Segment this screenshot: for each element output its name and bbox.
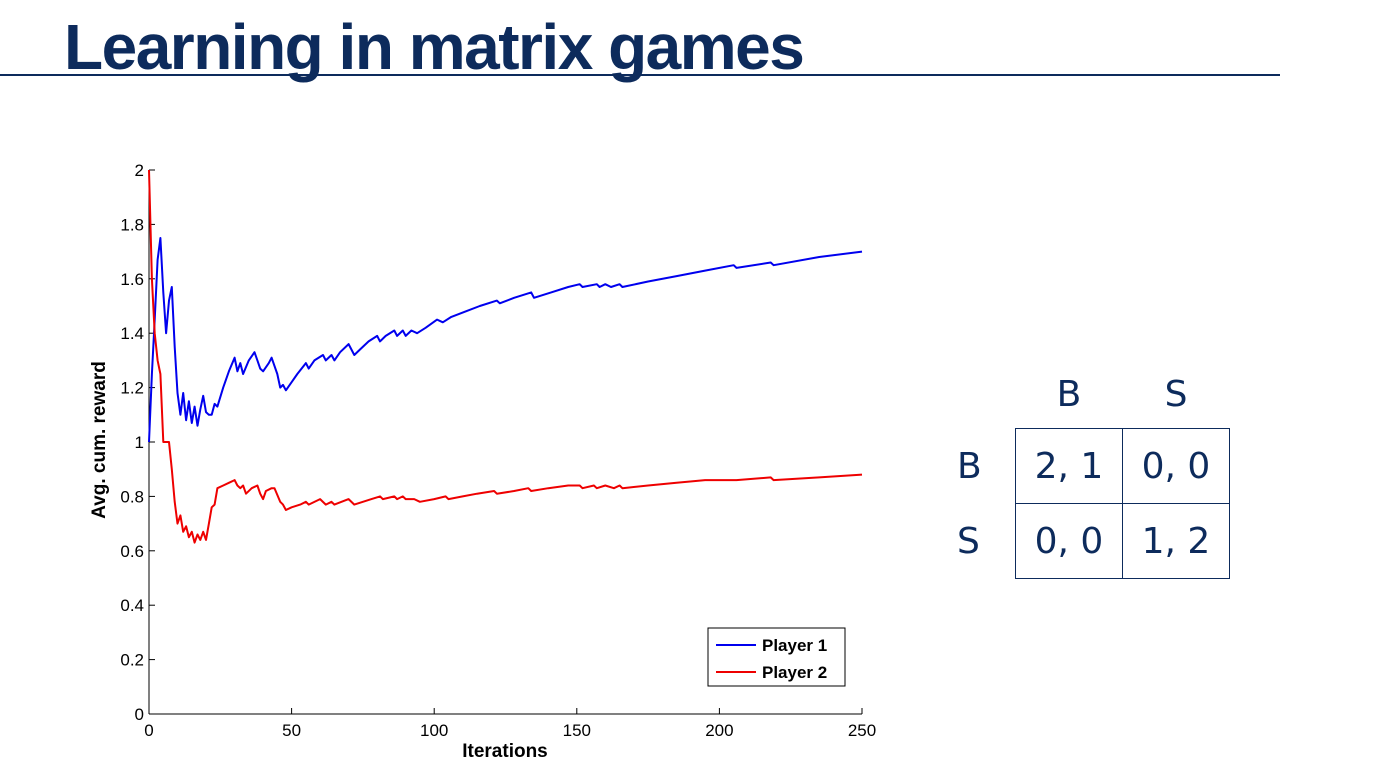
y-tick-label: 0.6 — [120, 542, 144, 561]
payoff-matrix-corner — [945, 360, 1016, 429]
x-tick-label: 150 — [563, 721, 591, 740]
title-divider — [0, 74, 1280, 76]
row-header-B: B — [957, 445, 982, 487]
legend-label-player-1: Player 1 — [762, 636, 827, 655]
payoff-cell-BS: 0, 0 — [1122, 428, 1230, 504]
payoff-cell-SB: 0, 0 — [1015, 503, 1123, 579]
slide-title: Learning in matrix games — [64, 11, 805, 83]
column-header-B: B — [1056, 373, 1082, 415]
payoff-row-S: S 0, 0 1, 2 — [945, 503, 1230, 579]
y-tick-label: 1.6 — [120, 270, 144, 289]
y-tick-label: 0.8 — [120, 487, 144, 506]
x-tick-label: 100 — [420, 721, 448, 740]
payoff-row-B: B 2, 1 0, 0 — [945, 428, 1230, 504]
series-line-player-2 — [148, 169, 863, 544]
payoff-cell-BB: 2, 1 — [1015, 428, 1123, 504]
row-header-S: S — [957, 520, 980, 562]
y-axis-label: Avg. cum. reward — [89, 361, 110, 519]
x-tick-label: 0 — [144, 721, 153, 740]
legend-box — [707, 627, 846, 687]
y-tick-label: 0.4 — [120, 596, 144, 615]
series-line-player-1 — [148, 237, 863, 443]
column-header-S: S — [1164, 373, 1188, 415]
payoff-cell-SS: 1, 2 — [1122, 503, 1230, 579]
x-axis-label: Iterations — [462, 741, 548, 762]
x-tick-label: 250 — [848, 721, 876, 740]
payoff-matrix: B S B 2, 1 0, 0 S 0, 0 1, 2 — [945, 360, 1230, 579]
y-tick-label: 1.2 — [120, 379, 144, 398]
y-tick-label: 1.8 — [120, 215, 144, 234]
y-tick-label: 0.2 — [120, 651, 144, 670]
y-tick-label: 2 — [135, 161, 144, 180]
x-tick-label: 50 — [282, 721, 301, 740]
x-tick-label: 200 — [705, 721, 733, 740]
y-tick-label: 1.4 — [120, 324, 144, 343]
legend-label-player-2: Player 2 — [762, 663, 827, 682]
y-tick-label: 0 — [135, 705, 144, 724]
y-tick-label: 1 — [135, 433, 144, 452]
